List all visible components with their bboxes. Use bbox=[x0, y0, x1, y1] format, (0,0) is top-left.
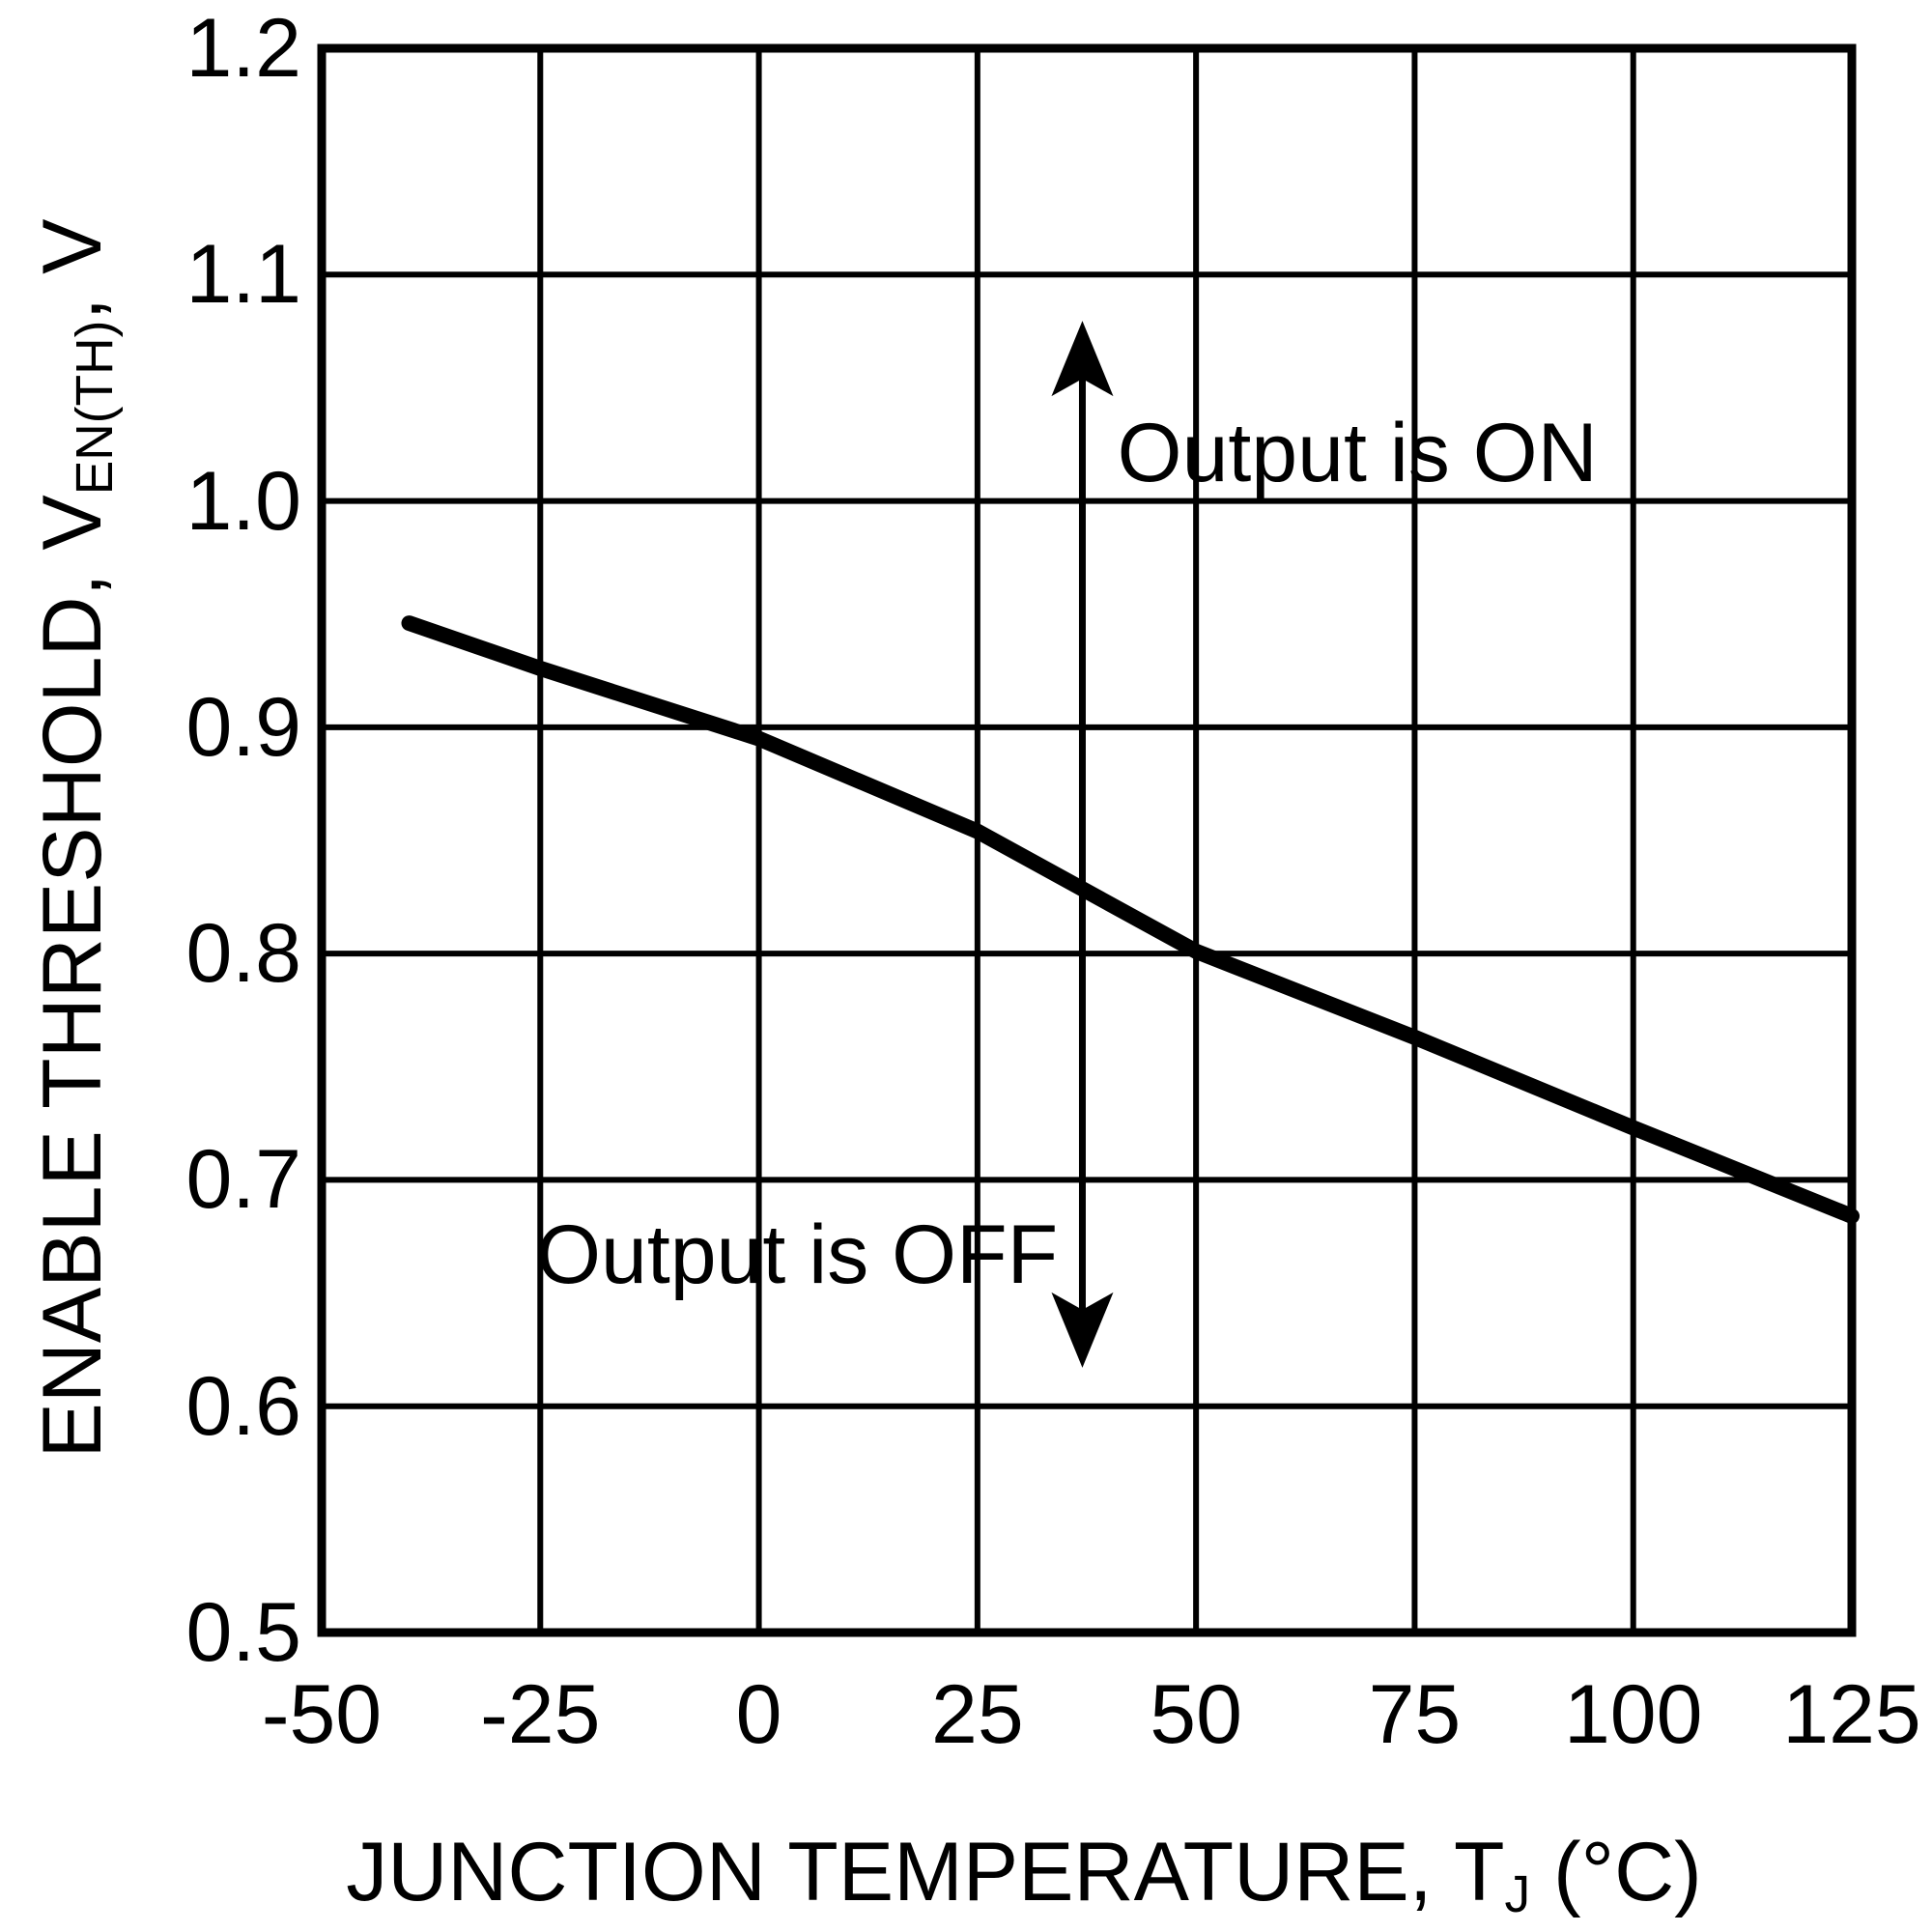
x-tick-label: -50 bbox=[261, 1668, 383, 1761]
y-tick-label: 0.6 bbox=[185, 1359, 301, 1453]
arrow-up-head bbox=[1051, 321, 1114, 397]
x-tick-label: 50 bbox=[1150, 1668, 1242, 1761]
x-tick-label: 25 bbox=[931, 1668, 1024, 1761]
y-tick-label: 0.7 bbox=[185, 1133, 301, 1227]
y-axis-title: ENABLE THRESHOLD, VEN(TH), V bbox=[24, 0, 124, 1689]
x-axis-title-main: JUNCTION TEMPERATURE, T bbox=[346, 1826, 1505, 1918]
x-tick-label: 125 bbox=[1782, 1668, 1921, 1761]
y-tick-label: 0.9 bbox=[185, 680, 301, 774]
arrow-down-head bbox=[1051, 1292, 1114, 1368]
y-axis-title-subscript: EN(TH) bbox=[66, 320, 124, 496]
y-axis-title-unit: , V bbox=[26, 218, 119, 321]
x-axis-title-subscript: J bbox=[1504, 1865, 1531, 1923]
y-tick-label: 1.0 bbox=[185, 454, 301, 548]
x-axis-title-unit: (°C) bbox=[1530, 1826, 1702, 1918]
threshold-curve bbox=[401, 615, 1860, 1224]
x-tick-label: 100 bbox=[1563, 1668, 1703, 1761]
annotation-output-off: Output is OFF bbox=[536, 1208, 1059, 1301]
y-tick-label: 1.2 bbox=[185, 2, 301, 95]
y-tick-label: 1.1 bbox=[185, 228, 301, 322]
x-tick-label: -25 bbox=[480, 1668, 601, 1761]
x-tick-label: 75 bbox=[1368, 1668, 1462, 1761]
y-tick-label: 0.8 bbox=[185, 907, 301, 1001]
annotation-output-on: Output is ON bbox=[1117, 407, 1598, 500]
plot-border bbox=[317, 43, 1857, 1637]
y-tick-label: 0.5 bbox=[185, 1586, 301, 1679]
y-axis-title-main: ENABLE THRESHOLD, V bbox=[26, 495, 119, 1459]
x-tick-label: 0 bbox=[735, 1668, 782, 1761]
x-axis-title: JUNCTION TEMPERATURE, TJ (°C) bbox=[116, 1824, 1932, 1932]
